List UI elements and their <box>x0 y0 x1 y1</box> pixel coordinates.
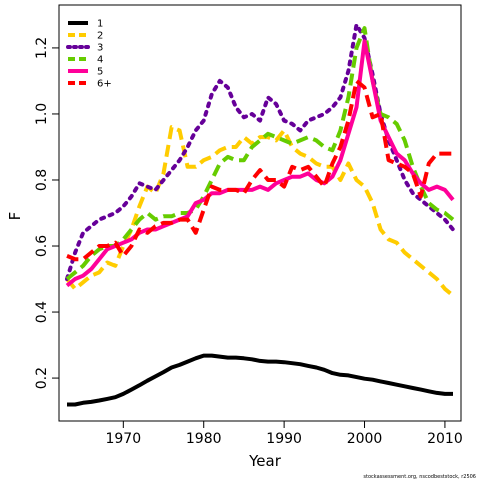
x-tick-label: 1980 <box>186 431 222 447</box>
y-tick-label: 1.2 <box>34 37 50 59</box>
credit-text: stockassessment.org, nscodbeststock, r25… <box>363 474 476 480</box>
y-tick-label: 1.0 <box>34 103 50 125</box>
plot-frame <box>58 4 462 422</box>
series-line-6plus <box>66 78 453 262</box>
series-line-2 <box>65 125 455 298</box>
x-tick-label: 2010 <box>427 431 463 447</box>
legend-label: 1 <box>97 19 103 30</box>
y-tick-label: 0.8 <box>34 169 50 191</box>
legend-label: 4 <box>97 55 103 66</box>
x-axis-label: Year <box>248 452 282 470</box>
plot-area <box>58 4 462 422</box>
y-axis-label: F <box>6 212 24 221</box>
legend-label: 2 <box>97 31 103 42</box>
series-layer <box>65 22 455 407</box>
y-tick-label: 0.2 <box>34 367 50 389</box>
x-tick-label: 1970 <box>105 431 141 447</box>
series-line-1 <box>67 353 453 407</box>
x-tick-label: 2000 <box>347 431 383 447</box>
y-tick-label: 0.4 <box>34 301 50 323</box>
series-line-4 <box>65 26 455 281</box>
series-line-5 <box>65 39 455 288</box>
legend-label: 6+ <box>97 79 112 90</box>
legend-label: 3 <box>97 43 103 54</box>
axes-layer: 1970 1980 1990 2000 2010 0.2 0.4 0.6 0.8 1.0 1.2 <box>34 37 463 447</box>
y-tick-label: 0.6 <box>34 235 50 257</box>
legend-label: 5 <box>97 67 103 78</box>
x-tick-label: 1990 <box>266 431 302 447</box>
